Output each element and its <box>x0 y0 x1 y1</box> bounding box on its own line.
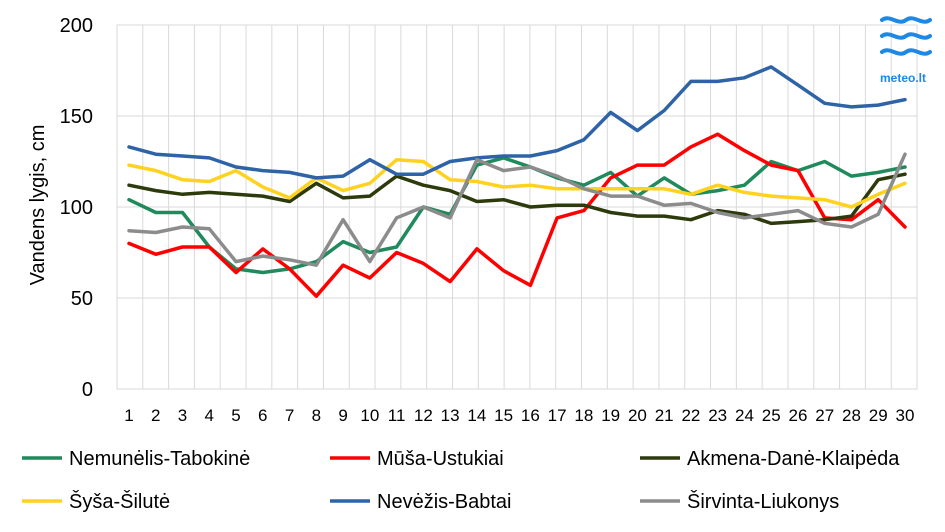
x-tick-label: 4 <box>205 406 214 425</box>
y-axis-ticks: 0 50 100 150 200 <box>60 15 93 401</box>
series-line <box>127 152 907 267</box>
x-tick-label: 17 <box>548 406 567 425</box>
x-tick-label: 22 <box>681 406 700 425</box>
logo-text: meteo.lt <box>880 71 926 85</box>
grid-lines <box>116 24 918 390</box>
x-tick-label: 6 <box>258 406 267 425</box>
x-tick-label: 8 <box>312 406 321 425</box>
x-tick-label: 28 <box>842 406 861 425</box>
series-line <box>127 172 907 226</box>
x-tick-label: 12 <box>414 406 433 425</box>
x-tick-label: 26 <box>789 406 808 425</box>
legend-label: Nemunėlis-Tabokinė <box>69 448 250 470</box>
x-tick-label: 21 <box>655 406 674 425</box>
x-tick-label: 29 <box>869 406 888 425</box>
x-tick-label: 10 <box>360 406 379 425</box>
series-line <box>127 65 907 180</box>
x-tick-label: 3 <box>178 406 187 425</box>
y-tick-label: 150 <box>60 106 93 128</box>
y-axis-label: Vandens lygis, cm <box>27 125 49 286</box>
series-line <box>127 156 907 275</box>
x-tick-label: 18 <box>574 406 593 425</box>
x-tick-label: 14 <box>467 406 486 425</box>
legend-label: Širvinta-Liukonys <box>687 490 839 513</box>
x-tick-label: 11 <box>388 406 406 425</box>
x-tick-label: 15 <box>494 406 513 425</box>
x-tick-label: 25 <box>762 406 781 425</box>
legend: Nemunėlis-Tabokinė Mūša-Ustukiai Akmena-Da… <box>22 448 900 513</box>
meteo-logo: meteo.lt <box>880 16 932 85</box>
x-tick-label: 2 <box>151 406 160 425</box>
plot-frame <box>116 24 918 390</box>
series-lines <box>127 65 907 298</box>
x-axis-ticks: 1 2 3 4 5 6 7 8 9 10 11 12 13 14 15 16 17 18 19 20 21 22 23 24 2… <box>124 406 914 425</box>
meteo-waves-logo-icon <box>880 16 932 56</box>
legend-label: Šyša-Šilutė <box>69 490 170 513</box>
series-line <box>127 157 907 209</box>
x-tick-label: 13 <box>441 406 460 425</box>
legend-label: Mūša-Ustukiai <box>377 448 504 470</box>
y-tick-label: 100 <box>60 197 93 219</box>
x-tick-label: 27 <box>815 406 834 425</box>
x-tick-label: 24 <box>735 406 754 425</box>
y-tick-label: 50 <box>71 288 93 310</box>
x-tick-label: 19 <box>601 406 620 425</box>
legend-label: Nevėžis-Babtai <box>377 491 512 513</box>
x-tick-label: 9 <box>338 406 347 425</box>
x-tick-label: 16 <box>521 406 540 425</box>
y-tick-label: 0 <box>82 379 93 401</box>
y-tick-label: 200 <box>60 15 93 37</box>
x-tick-label: 30 <box>896 406 915 425</box>
x-tick-label: 5 <box>231 406 240 425</box>
x-tick-label: 23 <box>708 406 727 425</box>
legend-label: Akmena-Danė-Klaipėda <box>687 448 900 470</box>
x-tick-label: 1 <box>124 406 133 425</box>
x-tick-label: 7 <box>285 406 294 425</box>
series-line <box>127 132 907 298</box>
x-tick-label: 20 <box>628 406 647 425</box>
